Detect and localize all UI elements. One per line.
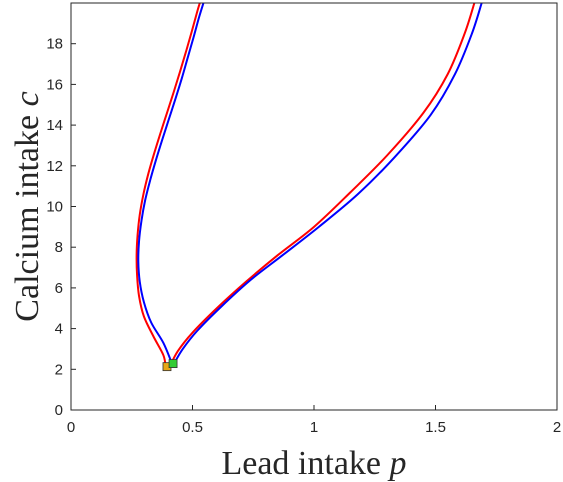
x-axis-label: Lead intake p xyxy=(221,445,406,482)
plot-lines xyxy=(135,3,483,369)
y-tick-label: 4 xyxy=(55,321,63,338)
marker-point-2 xyxy=(168,359,178,369)
y-axis-label-var: c xyxy=(9,91,46,106)
series-1-branch-2-line xyxy=(168,3,476,369)
y-tick-label: 2 xyxy=(55,361,63,378)
series-2-branch-1-line xyxy=(137,3,205,365)
x-tick-label: 0 xyxy=(67,419,75,436)
series-2-branch-2-line xyxy=(173,3,483,365)
y-tick-label: 8 xyxy=(55,239,63,256)
x-tick-label: 2 xyxy=(553,419,561,436)
x-axis-label-text: Lead intake xyxy=(221,445,389,482)
plot-markers xyxy=(162,359,178,372)
y-tick-label: 6 xyxy=(55,280,63,297)
y-axis-label: Calcium intake c xyxy=(9,91,46,321)
x-tick-label: 1.5 xyxy=(425,419,446,436)
axis-ticks: 0 0.5 1 1.5 2 0 2 4 6 8 10 12 14 16 18 xyxy=(46,36,561,436)
y-tick-label: 18 xyxy=(46,36,63,53)
y-tick-label: 12 xyxy=(46,158,63,175)
series-1-branch-1-line xyxy=(135,3,201,369)
y-tick-label: 0 xyxy=(55,402,63,419)
y-tick-label: 16 xyxy=(46,76,63,93)
y-axis-label-text: Calcium intake xyxy=(9,106,46,321)
x-axis-label-var: p xyxy=(388,445,407,482)
x-tick-label: 0.5 xyxy=(182,419,203,436)
y-tick-label: 10 xyxy=(46,199,63,216)
y-tick-label: 14 xyxy=(46,117,63,134)
x-tick-label: 1 xyxy=(310,419,318,436)
